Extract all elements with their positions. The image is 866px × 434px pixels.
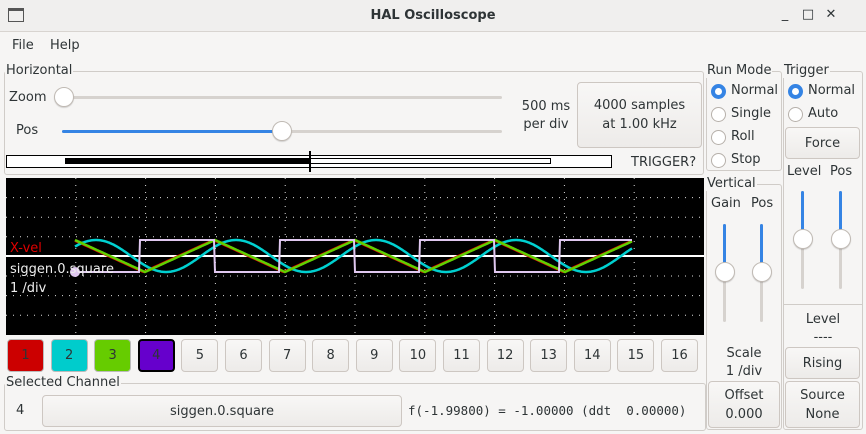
trigger-edge-button[interactable]: Rising (785, 347, 860, 379)
source-value: None (805, 406, 840, 422)
channel-button-9[interactable]: 9 (355, 339, 393, 372)
window-title: HAL Oscilloscope (370, 8, 496, 23)
channel-readout: f(-1.99800) = -1.00000 (ddt 0.00000) (408, 403, 687, 418)
force-button[interactable]: Force (785, 127, 860, 159)
channel-button-4[interactable]: 4 (137, 339, 175, 372)
samples-button[interactable]: 4000 samples at 1.00 kHz (577, 82, 702, 148)
offset-button[interactable]: Offset 0.000 (708, 381, 780, 428)
channel-button-3[interactable]: 3 (94, 339, 132, 372)
trigger-divider (784, 304, 862, 305)
time-per-div-value: 500 ms (521, 99, 571, 114)
run-mode-radio-stop[interactable] (711, 153, 726, 168)
selected-channel-frame (4, 383, 706, 431)
menu-help[interactable]: Help (50, 38, 80, 53)
run-mode-option-label[interactable]: Roll (731, 129, 755, 144)
run-mode-label: Run Mode (706, 63, 773, 78)
channel-button-2[interactable]: 2 (50, 339, 88, 372)
selected-channel-plot-label: siggen.0.square (10, 262, 114, 277)
vertical-pos-slider-fill (760, 224, 763, 272)
run-mode-option-label[interactable]: Single (731, 106, 771, 121)
gain-label: Gain (711, 196, 741, 211)
run-mode-option-label[interactable]: Stop (731, 152, 761, 167)
offset-label: Offset (724, 387, 764, 403)
trigger-level-readout: Level ---- (784, 311, 862, 347)
zoom-label: Zoom (9, 90, 47, 105)
minimize-button[interactable]: _ (781, 7, 789, 22)
maximize-button[interactable]: □ (801, 7, 815, 22)
menu-file[interactable]: File (12, 38, 34, 53)
trigger-mode-radio-normal[interactable] (788, 84, 803, 99)
channel-button-8[interactable]: 8 (312, 339, 350, 372)
channel-button-5[interactable]: 5 (181, 339, 219, 372)
title-bar (0, 0, 866, 32)
channel-name-button[interactable]: siggen.0.square (42, 395, 402, 427)
time-per-div: 500 ms per div (516, 98, 576, 134)
trigger-mode-option-label[interactable]: Normal (808, 83, 856, 98)
channel-button-16[interactable]: 16 (661, 339, 698, 372)
run-mode-option-label[interactable]: Normal (731, 83, 779, 98)
record-filled (65, 158, 309, 164)
selected-channel-number: 4 (16, 403, 25, 418)
scale-readout: Scale 1 /div (707, 345, 781, 381)
pos-label: Pos (16, 123, 39, 138)
horizontal-label: Horizontal (5, 63, 74, 78)
channel-button-1[interactable]: 1 (7, 339, 44, 372)
channel-name-label: X-vel (10, 241, 42, 256)
zoom-slider-track[interactable] (62, 96, 502, 99)
trigger-level-value: ---- (813, 330, 833, 345)
time-per-div-unit: per div (523, 117, 569, 132)
gain-slider-handle[interactable] (715, 262, 735, 282)
trigger-marker (70, 267, 80, 277)
trigger-pos-slider-handle[interactable] (831, 229, 851, 249)
scale-value: 1 /div (725, 364, 763, 379)
trigger-cursor (309, 151, 311, 172)
record-position-bar[interactable] (6, 151, 612, 172)
trigger-mode-radio-auto[interactable] (788, 107, 803, 122)
plot-scale-label: 1 /div (10, 281, 47, 296)
zoom-slider-handle[interactable] (54, 87, 74, 107)
trigger-level-slider-fill (801, 191, 804, 239)
run-mode-radio-normal[interactable] (711, 84, 726, 99)
horizontal-frame (4, 71, 704, 175)
vertical-pos-label: Pos (751, 196, 774, 211)
trigger-level-slider-handle[interactable] (793, 229, 813, 249)
pos-slider-fill (62, 130, 282, 133)
offset-value: 0.000 (725, 406, 763, 422)
channel-button-6[interactable]: 6 (225, 339, 262, 372)
trace-channel-4 (75, 239, 632, 273)
run-mode-radio-single[interactable] (711, 107, 726, 122)
trigger-status: TRIGGER? (631, 155, 697, 170)
source-label: Source (800, 387, 845, 403)
trigger-pos-slider-fill (839, 191, 842, 239)
trigger-pos-label: Pos (830, 164, 853, 179)
scope-display[interactable] (6, 178, 704, 335)
run-mode-radio-roll[interactable] (711, 130, 726, 145)
scale-label: Scale (726, 346, 762, 361)
selected-channel-label: Selected Channel (5, 375, 121, 390)
trigger-source-button[interactable]: Source None (785, 381, 860, 428)
close-button[interactable]: ✕ (825, 7, 837, 22)
samples-count: 4000 samples (593, 98, 686, 113)
trigger-label: Trigger (783, 63, 830, 78)
trigger-mode-option-label[interactable]: Auto (808, 106, 839, 121)
channel-button-12[interactable]: 12 (486, 339, 524, 372)
vertical-pos-slider-handle[interactable] (752, 262, 772, 282)
channel-button-11[interactable]: 11 (443, 339, 480, 372)
channel-button-15[interactable]: 15 (617, 339, 655, 372)
trigger-level-title: Level (805, 312, 841, 327)
channel-button-13[interactable]: 13 (530, 339, 568, 372)
vertical-label: Vertical (706, 176, 757, 191)
trigger-level-label: Level (787, 164, 822, 179)
pos-slider-handle[interactable] (272, 121, 292, 141)
sample-rate: at 1.00 kHz (602, 117, 677, 132)
channel-button-10[interactable]: 10 (399, 339, 437, 372)
window-icon (8, 8, 24, 22)
channel-button-7[interactable]: 7 (268, 339, 306, 372)
channel-button-14[interactable]: 14 (573, 339, 611, 372)
gain-slider-fill (723, 224, 726, 272)
